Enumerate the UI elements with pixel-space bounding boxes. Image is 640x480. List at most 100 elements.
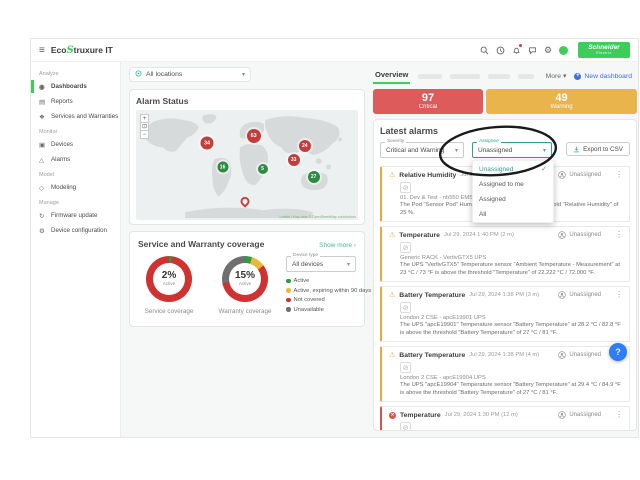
- alarm-row[interactable]: ✕ Temperature Jul 29, 2024 1:30 PM (12 m) U…: [380, 406, 630, 430]
- sidebar-item-services-and-warranties[interactable]: ❖ Services and Warranties: [31, 109, 120, 124]
- sidebar-item-firmware-update[interactable]: ↻ Firmware update: [31, 208, 120, 223]
- sidebar-item-devices[interactable]: ▣ Devices: [31, 137, 120, 152]
- location-pin-icon: [135, 70, 142, 79]
- alarm-row[interactable]: ⚠ Temperature Jul 29, 2024 1:40 PM (2 m) Un…: [380, 226, 630, 283]
- assignee-value: Unassigned: [569, 412, 601, 419]
- donut-ring[interactable]: 15% Active: [222, 256, 268, 302]
- legend-label: Active, expiring within 90 days: [293, 287, 372, 294]
- device-type-select[interactable]: Device type All devices ▾: [286, 253, 356, 272]
- legend-dot: [286, 288, 291, 293]
- map-cluster-marker[interactable]: 34: [200, 136, 214, 150]
- schneider-logo-button[interactable]: Schneider Electric: [578, 42, 630, 58]
- tab-placeholder[interactable]: [450, 73, 481, 79]
- history-icon[interactable]: [495, 45, 505, 55]
- alarm-assignee[interactable]: Unassigned: [558, 171, 601, 179]
- critical-summary-card[interactable]: 97 Critical: [373, 89, 483, 114]
- warning-count: 49: [555, 92, 568, 105]
- firmware-update-icon: ↻: [39, 212, 45, 220]
- row-menu-icon[interactable]: ⋮: [615, 290, 623, 300]
- donut-center: 2% Active: [153, 263, 185, 295]
- warning-label: Warning: [550, 104, 573, 111]
- tab-placeholder[interactable]: [518, 73, 535, 79]
- top-bar: ≡ EcoStruxure IT ⚙ Schne: [31, 39, 638, 62]
- alarm-assignee[interactable]: Unassigned: [558, 291, 601, 299]
- severity-select[interactable]: Severity Critical and Warning ▾: [380, 139, 464, 158]
- sidebar-item-alarms[interactable]: △ Alarms: [31, 152, 120, 167]
- sidebar-item-reports[interactable]: ▤ Reports: [31, 94, 120, 109]
- modeling-icon: ◇: [39, 184, 44, 192]
- map-cluster-marker[interactable]: 63: [246, 129, 261, 144]
- export-csv-button[interactable]: Export to CSV: [566, 142, 630, 156]
- map-cluster-marker[interactable]: 24: [298, 140, 311, 153]
- chevron-down-icon: ▾: [241, 72, 245, 78]
- assignee-select[interactable]: Assignee Unassigned ▾: [472, 139, 552, 158]
- assignee-person-icon: [558, 351, 567, 359]
- donut-service-coverage: 2% Active Service coverage: [138, 256, 200, 316]
- legend-item: Active, expiring within 90 days: [286, 288, 371, 294]
- row-menu-icon[interactable]: ⋮: [615, 170, 623, 179]
- sidebar-item-dashboards[interactable]: ◉ Dashboards: [31, 79, 120, 94]
- donut-caption: Warranty coverage: [218, 308, 272, 315]
- warning-summary-card[interactable]: 49 Warning: [486, 89, 637, 114]
- services-warranties-icon: ❖: [39, 113, 45, 121]
- row-menu-icon[interactable]: ⋮: [615, 410, 623, 420]
- app-logo: EcoStruxure IT: [50, 44, 113, 56]
- location-filter-select[interactable]: All locations ▾: [129, 67, 251, 82]
- new-dashboard-button[interactable]: + New dashboard: [574, 72, 632, 80]
- row-menu-icon[interactable]: ⋮: [615, 230, 623, 240]
- menu-option-assigned-to-me[interactable]: Assigned to me: [473, 177, 553, 192]
- help-fab[interactable]: ?: [609, 343, 627, 361]
- tab-overview[interactable]: Overview: [373, 68, 411, 84]
- alarm-row[interactable]: ⚠ Battery Temperature Jul 29, 2024 1:38 PM…: [380, 346, 630, 403]
- map-cluster-marker[interactable]: 33: [287, 153, 300, 166]
- settings-gear-icon[interactable]: ⚙: [543, 44, 553, 55]
- alarm-title: Battery Temperature: [399, 351, 466, 359]
- alarm-timestamp: Jul 29, 2024 1:30 PM (12 m): [444, 412, 518, 419]
- sidebar-item-label: Reports: [51, 98, 73, 105]
- alarm-location: London 2 CSE - apcE19901 UPS: [400, 315, 486, 322]
- menu-option-unassigned[interactable]: Unassigned ✓: [473, 161, 553, 177]
- coverage-title: Service and Warranty coverage: [138, 239, 265, 249]
- critical-severity-icon: ✕: [389, 411, 396, 419]
- menu-option-assigned[interactable]: Assigned: [473, 192, 553, 207]
- map-cluster-marker[interactable]: 16: [217, 161, 229, 173]
- map-cluster-marker[interactable]: 5: [257, 164, 268, 175]
- alarm-title: Battery Temperature: [399, 291, 466, 299]
- plus-icon: +: [574, 72, 582, 80]
- alarm-assignee[interactable]: Unassigned: [558, 411, 601, 420]
- alarm-timestamp: Jul 29, 2024 1:38 PM (3 m): [469, 292, 540, 299]
- device-image-placeholder-icon: ⊘: [400, 302, 411, 314]
- zoom-out-button[interactable]: −: [140, 130, 149, 139]
- legend-item: Unavailable: [286, 307, 356, 313]
- sidebar-item-modeling[interactable]: ◇ Modeling: [31, 180, 120, 195]
- feedback-icon[interactable]: [527, 45, 537, 55]
- alarms-icon: △: [39, 156, 44, 164]
- donut-center: 15% Active: [229, 263, 261, 295]
- notification-badge: [518, 43, 523, 48]
- map-cluster-marker[interactable]: 27: [307, 171, 320, 184]
- device-image-placeholder-icon: ⊘: [400, 362, 411, 374]
- notifications-icon[interactable]: [511, 43, 523, 55]
- sidebar-item-device-configuration[interactable]: ⚙ Device configuration: [31, 223, 120, 238]
- avatar[interactable]: [559, 45, 568, 55]
- alarm-row[interactable]: ⚠ Battery Temperature Jul 29, 2024 1:38 PM…: [380, 286, 630, 343]
- show-more-link[interactable]: Show more ›: [319, 242, 356, 249]
- severity-value: Critical and Warning: [386, 146, 445, 154]
- world-map[interactable]: + ⊡ − 34 63 24 33 16 5 27 Leaflet | Map data © O…: [136, 110, 358, 220]
- donut-percent: 2%: [161, 270, 177, 282]
- tabs-more-button[interactable]: More ▾: [545, 73, 567, 80]
- donut-ring[interactable]: 2% Active: [146, 256, 192, 302]
- alarm-assignee[interactable]: Unassigned: [558, 231, 601, 239]
- assignee-person-icon: [558, 231, 567, 239]
- hamburger-menu-icon[interactable]: ≡: [39, 44, 45, 56]
- search-icon[interactable]: [479, 45, 489, 55]
- menu-option-all[interactable]: All: [473, 207, 553, 222]
- tab-placeholder[interactable]: [488, 73, 511, 79]
- sidebar-item-label: Dashboards: [51, 83, 87, 90]
- donut-caption: Service coverage: [144, 308, 194, 315]
- donut-sublabel: Active: [162, 281, 176, 287]
- menu-option-label: Assigned: [479, 196, 506, 203]
- tab-placeholder[interactable]: [418, 73, 443, 79]
- alarm-header: ⚠ Battery Temperature Jul 29, 2024 1:38 PM…: [389, 291, 623, 299]
- alarm-assignee[interactable]: Unassigned: [558, 351, 601, 359]
